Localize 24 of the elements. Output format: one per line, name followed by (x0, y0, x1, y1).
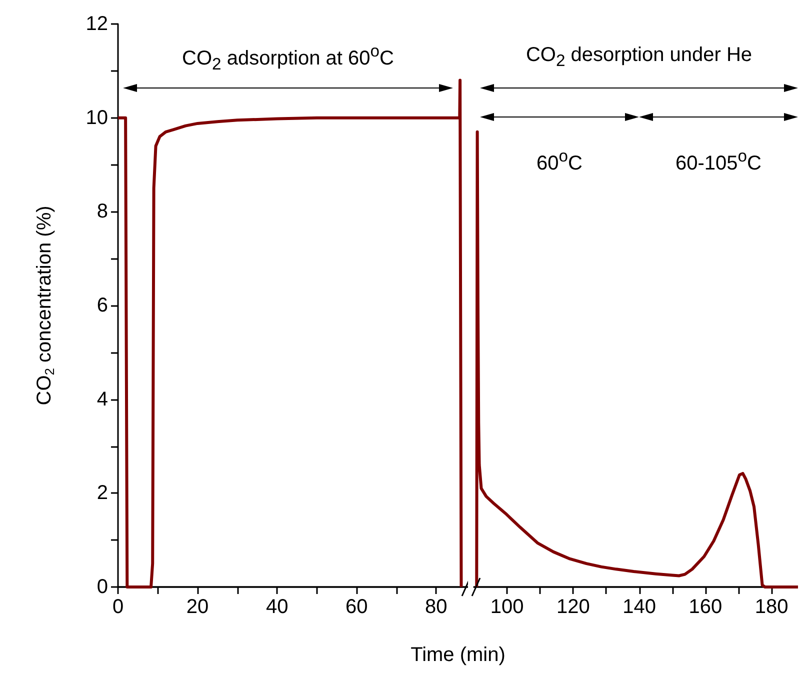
y-tick-label: 4 (96, 388, 108, 410)
x-axis-title: Time (min) (410, 644, 506, 667)
annotation: CO$_{2}$ adsorption at 60$^{o}$C (182, 40, 394, 76)
x-tick-label: 20 (186, 596, 209, 618)
x-tick-label: 140 (622, 596, 656, 618)
y-tick-label: 12 (86, 13, 108, 35)
y-tick-label: 0 (96, 576, 108, 598)
x-tick-label: 60 (346, 596, 368, 618)
line-series (116, 78, 463, 588)
x-tick-label: 0 (112, 596, 124, 618)
y-tick-label: 2 (96, 482, 108, 504)
x-tick-label: 180 (754, 596, 788, 618)
y-axis-title: CO2 concentration (%) (34, 206, 57, 406)
x-tick-label: 120 (556, 596, 590, 618)
x-tick-label: 160 (688, 596, 722, 618)
x-tick-label: 100 (490, 596, 524, 618)
annotation: 60-105$^{o}$C (676, 146, 762, 176)
x-tick-label: 80 (425, 596, 448, 618)
x-tick-label: 40 (266, 596, 288, 618)
y-tick-label: 6 (96, 294, 108, 316)
y-tick-label: 10 (86, 106, 108, 129)
y-tick-label: 8 (96, 200, 108, 223)
annotation: 60$^{o}$C (536, 146, 582, 176)
annotation: CO$_{2}$ desorption under He (526, 43, 752, 72)
